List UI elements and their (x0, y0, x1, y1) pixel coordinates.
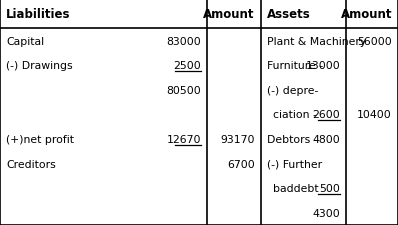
Text: Furniture -: Furniture - (267, 61, 323, 71)
Text: (-) Drawings: (-) Drawings (6, 61, 72, 71)
Text: Plant & Machinery: Plant & Machinery (267, 36, 366, 46)
Text: 6700: 6700 (227, 159, 255, 169)
Text: 12670: 12670 (166, 134, 201, 144)
Text: baddebt: baddebt (273, 183, 318, 193)
Text: Assets: Assets (267, 8, 310, 21)
Text: Liabilities: Liabilities (6, 8, 70, 21)
Text: (+)net profit: (+)net profit (6, 134, 74, 144)
Text: ciation -: ciation - (273, 110, 316, 120)
Text: (-) Further: (-) Further (267, 159, 322, 169)
Text: (-) depre-: (-) depre- (267, 86, 318, 95)
Text: 500: 500 (320, 183, 340, 193)
Text: Amount: Amount (341, 8, 392, 21)
Text: 10400: 10400 (357, 110, 392, 120)
Text: 93170: 93170 (220, 134, 255, 144)
Text: 4800: 4800 (312, 134, 340, 144)
Text: 2600: 2600 (312, 110, 340, 120)
Text: Creditors: Creditors (6, 159, 56, 169)
Text: Capital: Capital (6, 36, 44, 46)
Text: 13000: 13000 (306, 61, 340, 71)
Text: 2500: 2500 (173, 61, 201, 71)
Text: 80500: 80500 (166, 86, 201, 95)
Text: 83000: 83000 (166, 36, 201, 46)
Text: Amount: Amount (203, 8, 255, 21)
Text: 56000: 56000 (357, 36, 392, 46)
Text: 4300: 4300 (312, 208, 340, 218)
Text: Debtors -: Debtors - (267, 134, 317, 144)
